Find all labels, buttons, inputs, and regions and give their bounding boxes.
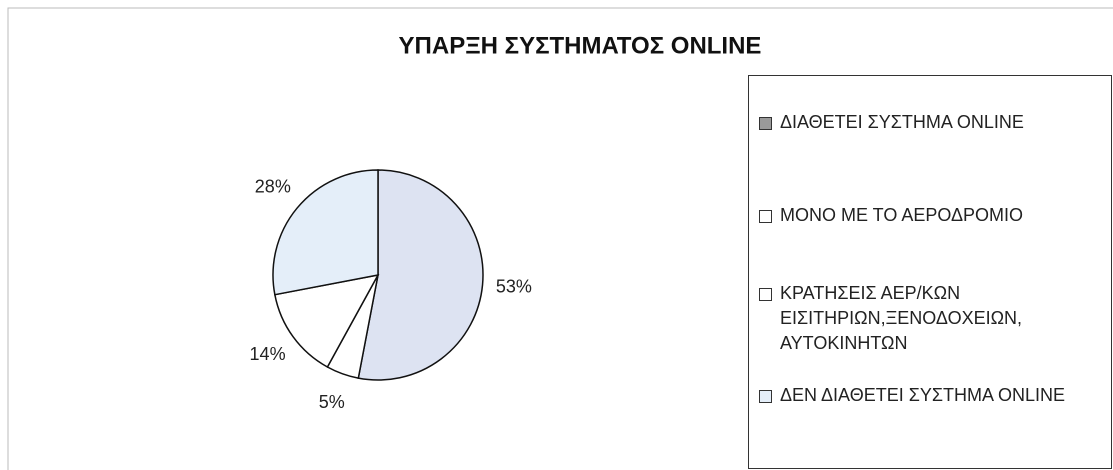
data-label: 14% [250, 344, 286, 364]
legend-swatch [759, 117, 772, 130]
data-label: 53% [496, 277, 532, 297]
chart-frame [7, 7, 1113, 470]
data-label: 5% [319, 392, 345, 412]
pie-slice [273, 273, 380, 369]
legend-entry: ΜΟΝΟ ΜΕ ΤΟ ΑΕΡΟΔΡΟΜΙΟ [759, 203, 1104, 228]
legend-entry: ΔΙΑΘΕΤΕΙ ΣΥΣΤΗΜΑ ONLINE [759, 110, 1104, 135]
pie-slice [272, 169, 379, 296]
legend-entry: ΚΡΑΤΗΣΕΙΣ ΑΕΡ/ΚΩΝ ΕΙΣΙΤΗΡΙΩΝ,ΞΕΝΟΔΟΧΕΙΩΝ… [759, 281, 1104, 356]
legend-swatch [759, 288, 772, 301]
pie-slice [357, 169, 484, 381]
legend-swatch [759, 210, 772, 223]
legend-label: ΔΕΝ ΔΙΑΘΕΤΕΙ ΣΥΣΤΗΜΑ ONLINE [780, 385, 1065, 405]
legend-label: ΔΙΑΘΕΤΕΙ ΣΥΣΤΗΜΑ ONLINE [780, 112, 1024, 132]
chart-title: ΥΠΑΡΞΗ ΣΥΣΤΗΜΑΤΟΣ ONLINE [399, 32, 762, 59]
legend-label: ΜΟΝΟ ΜΕ ΤΟ ΑΕΡΟΔΡΟΜΙΟ [780, 205, 1024, 225]
legend-entry: ΔΕΝ ΔΙΑΘΕΤΕΙ ΣΥΣΤΗΜΑ ONLINE [759, 383, 1104, 408]
legend-label: ΚΡΑΤΗΣΕΙΣ ΑΕΡ/ΚΩΝ ΕΙΣΙΤΗΡΙΩΝ,ΞΕΝΟΔΟΧΕΙΩΝ… [780, 283, 1023, 353]
legend: ΔΙΑΘΕΤΕΙ ΣΥΣΤΗΜΑ ONLINE ΜΟΝΟ ΜΕ ΤΟ ΑΕΡΟΔΡ… [748, 75, 1112, 469]
data-label: 28% [255, 177, 291, 197]
legend-swatch [759, 390, 772, 403]
